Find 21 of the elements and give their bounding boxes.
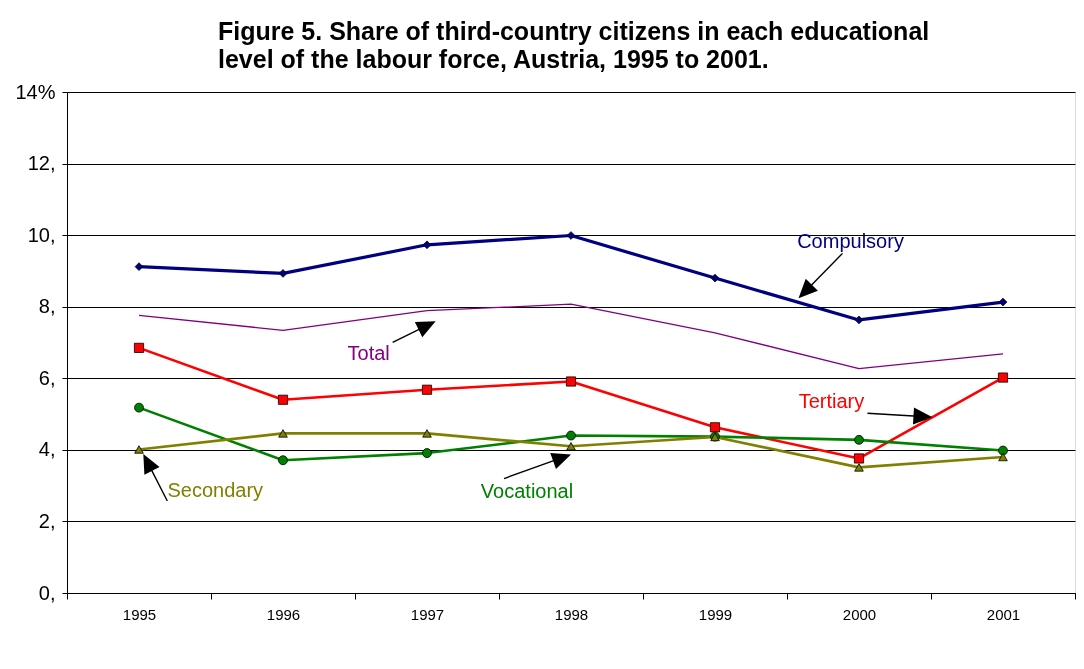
y-tick-label: 0, [38, 581, 56, 604]
chart-title: Figure 5. Share of third-country citizens in each educational level of the labour force, Austria, 1995 to 2001. [218, 17, 930, 73]
y-tick-label: 12, [27, 152, 56, 175]
x-tick-label: 2000 [842, 605, 877, 623]
x-tick-label: 1996 [266, 605, 301, 623]
text: Compulsory [797, 230, 904, 253]
x-tick-label: 2001 [986, 605, 1021, 623]
y-tick-label: 8, [38, 295, 56, 318]
y-tick-label: 10, [27, 223, 56, 246]
y-tick-label: 2, [38, 509, 56, 532]
x-tick-label: 1999 [698, 605, 733, 623]
series-label: Total [347, 342, 390, 365]
y-tick-label: 4, [38, 438, 56, 461]
series-label: Secondary [167, 479, 264, 502]
series-label: Vocational [480, 479, 574, 502]
x-tick-label: 1998 [554, 605, 589, 623]
y-tick-label: 14% [15, 80, 56, 103]
series-label: Tertiary [798, 390, 865, 413]
x-tick-label: 1997 [410, 605, 445, 623]
x-tick-label: 1995 [122, 605, 157, 623]
y-tick-label: 6, [38, 366, 56, 389]
